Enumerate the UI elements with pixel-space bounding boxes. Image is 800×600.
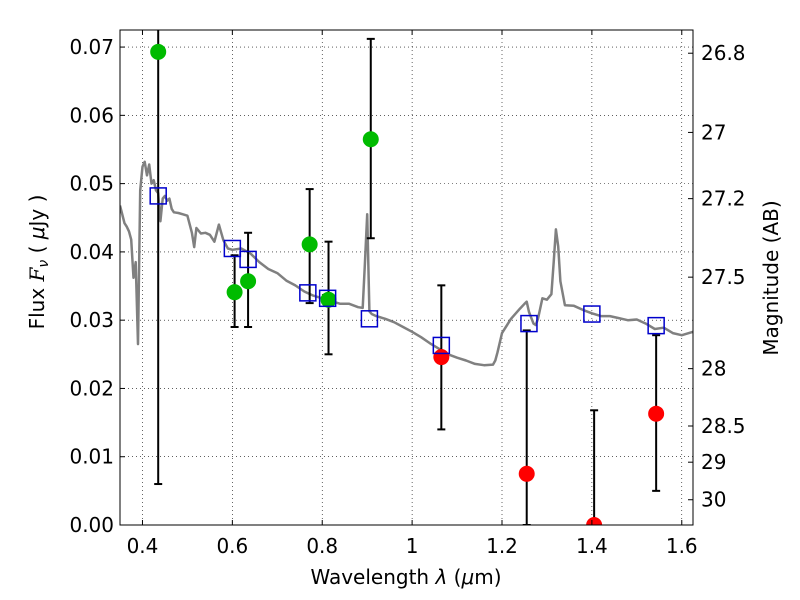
model-spectrum-line xyxy=(120,160,693,367)
y-tick-label: 0.05 xyxy=(69,172,114,196)
x-tick-label: 1.2 xyxy=(486,534,518,558)
y-tick-label: 0.04 xyxy=(69,240,114,264)
upper-limit-point xyxy=(586,517,603,525)
detection-point xyxy=(301,236,318,253)
x-tick-label: 0.8 xyxy=(306,534,338,558)
x-tick-label: 0.6 xyxy=(216,534,248,558)
model-photometry-square xyxy=(299,284,317,302)
upper-limit-point xyxy=(433,349,450,366)
detection-point xyxy=(362,131,379,148)
y-tick-label: 0.06 xyxy=(69,103,114,127)
x-tick-label: 1 xyxy=(406,534,419,558)
model-photometry-square xyxy=(318,289,337,308)
axis-ticks xyxy=(120,30,693,526)
model-photometry-square xyxy=(520,314,538,333)
grid-lines xyxy=(120,30,693,526)
x-tick-label: 0.4 xyxy=(127,534,159,558)
upper-limit-point xyxy=(518,465,535,482)
y2-tick-label: 30 xyxy=(701,488,726,512)
y2-tick-label: 27.2 xyxy=(701,187,746,211)
y2-tick-label: 27 xyxy=(701,120,726,144)
plot-frame xyxy=(119,29,694,526)
y2-tick-label: 27.5 xyxy=(701,265,746,289)
model-photometry-square xyxy=(239,250,257,269)
y2-tick-label: 28 xyxy=(701,357,726,381)
error-bars xyxy=(154,30,661,525)
y-tick-label: 0.02 xyxy=(69,376,114,400)
y2-axis-label: Magnitude (AB) xyxy=(759,200,783,355)
y2-tick-labels: 26.8 27 27.2 27.5 28 28.5 29 30 xyxy=(701,41,746,512)
y-tick-labels: 0.00 0.01 0.02 0.03 0.04 0.05 0.06 0.07 xyxy=(69,35,114,537)
model-photometry-square xyxy=(432,336,451,355)
x-tick-label: 1.4 xyxy=(576,534,608,558)
detection-point xyxy=(240,273,257,290)
y2-tick-label: 26.8 xyxy=(701,41,746,65)
y2-tick-label: 28.5 xyxy=(701,414,746,438)
y-tick-label: 0.00 xyxy=(69,513,114,537)
x-tick-label: 1.6 xyxy=(666,534,698,558)
model-photometry-square xyxy=(647,316,665,335)
x-tick-labels: 0.4 0.6 0.8 1 1.2 1.4 1.6 xyxy=(127,534,698,558)
model-photometry-square xyxy=(360,310,379,328)
model-photometry-square xyxy=(583,305,601,323)
y-tick-label: 0.03 xyxy=(69,308,114,332)
data-markers xyxy=(149,43,665,525)
model-photometry-square xyxy=(149,187,167,205)
x-axis-label: Wavelength λ (μm) xyxy=(310,565,501,589)
y-tick-label: 0.01 xyxy=(69,445,114,469)
plot-area xyxy=(120,30,693,525)
detection-point xyxy=(150,43,167,60)
y2-tick-label: 29 xyxy=(701,450,726,474)
y-axis-label: Flux Fν ( μJy ) xyxy=(25,195,52,330)
detection-point xyxy=(320,291,337,308)
model-photometry-square xyxy=(223,239,242,258)
upper-limit-point xyxy=(648,405,665,422)
detection-point xyxy=(226,284,243,301)
y-tick-label: 0.07 xyxy=(69,35,114,59)
